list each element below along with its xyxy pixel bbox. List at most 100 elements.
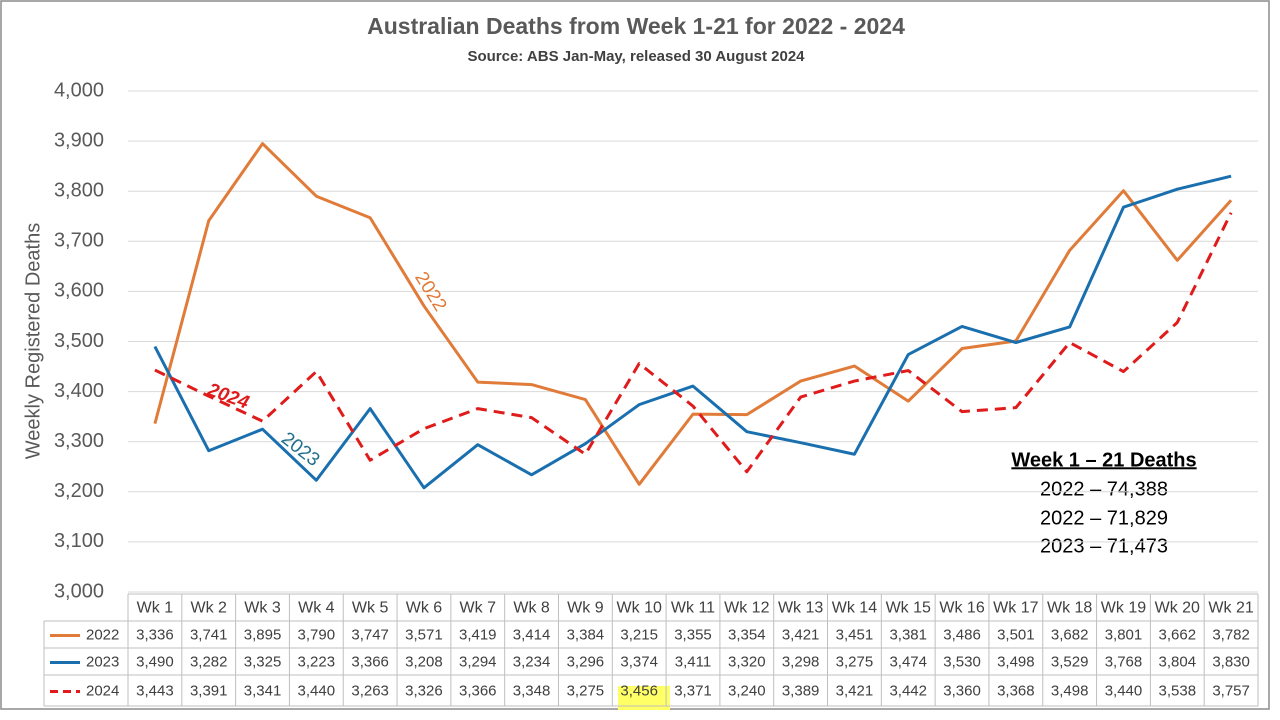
table-value: 3,360 <box>943 682 981 699</box>
table-value: 3,501 <box>997 626 1035 643</box>
table-value: 3,801 <box>1105 626 1143 643</box>
table-value: 3,355 <box>674 626 712 643</box>
table-value: 3,804 <box>1159 653 1197 670</box>
totals-line: 2023 – 71,473 <box>1040 535 1168 557</box>
table-value: 3,662 <box>1159 626 1197 643</box>
totals-line: 2022 – 71,829 <box>1040 507 1168 529</box>
x-tick-label: Wk 4 <box>298 600 335 617</box>
y-tick-label: 3,400 <box>54 380 104 402</box>
legend-label: 2023 <box>86 653 119 670</box>
table-value: 3,366 <box>351 653 389 670</box>
table-value: 3,348 <box>513 682 551 699</box>
y-tick-label: 4,000 <box>54 79 104 101</box>
table-value: 3,421 <box>782 626 820 643</box>
table-value: 3,263 <box>351 682 389 699</box>
x-tick-label: Wk 14 <box>832 600 877 617</box>
x-tick-label: Wk 20 <box>1155 600 1200 617</box>
table-value: 3,391 <box>190 682 228 699</box>
table-value: 3,366 <box>459 682 497 699</box>
table-value: 3,414 <box>513 626 551 643</box>
chart-title: Australian Deaths from Week 1-21 for 202… <box>367 13 905 39</box>
x-tick-label: Wk 16 <box>939 600 984 617</box>
table-value: 3,215 <box>620 626 658 643</box>
series-line <box>153 174 1232 490</box>
table-value: 3,571 <box>405 626 443 643</box>
frame <box>0 0 1270 710</box>
table-value: 3,389 <box>782 682 820 699</box>
legend-label: 2024 <box>86 682 119 699</box>
y-tick-label: 3,800 <box>54 179 104 201</box>
x-tick-label: Wk 9 <box>567 600 604 617</box>
y-tick-label: 3,900 <box>54 129 104 151</box>
chart-subtitle: Source: ABS Jan-May, released 30 August … <box>467 48 805 65</box>
table-value: 3,411 <box>675 653 711 670</box>
y-tick-label: 3,100 <box>54 530 104 552</box>
table-value: 3,371 <box>674 682 712 699</box>
y-tick-label: 3,600 <box>54 280 104 302</box>
table-value: 3,296 <box>567 653 605 670</box>
table-value: 3,895 <box>244 626 282 643</box>
totals-line: 2022 – 74,388 <box>1040 478 1168 500</box>
table-value: 3,486 <box>943 626 981 643</box>
table-value: 3,421 <box>836 682 874 699</box>
table-value: 3,325 <box>244 653 282 670</box>
table-value: 3,294 <box>459 653 497 670</box>
y-tick-label: 3,200 <box>54 480 104 502</box>
series-line <box>153 142 1233 486</box>
x-tick-label: Wk 21 <box>1208 600 1253 617</box>
y-tick-label: 3,300 <box>54 430 104 452</box>
x-tick-label: Wk 11 <box>671 600 715 617</box>
x-tick-label: Wk 1 <box>137 600 174 617</box>
table-value: 3,530 <box>943 653 981 670</box>
x-tick-label: Wk 6 <box>406 600 443 617</box>
table-value: 3,529 <box>1051 653 1089 670</box>
x-tick-label: Wk 12 <box>724 600 769 617</box>
table-value: 3,474 <box>889 653 927 670</box>
x-tick-label: Wk 3 <box>244 600 281 617</box>
x-tick-label: Wk 19 <box>1101 600 1146 617</box>
x-tick-label: Wk 18 <box>1047 600 1092 617</box>
table-value: 3,336 <box>136 626 174 643</box>
table-value: 3,384 <box>567 626 605 643</box>
table-value: 3,440 <box>298 682 336 699</box>
table-value: 3,682 <box>1051 626 1089 643</box>
table-value: 3,456 <box>620 682 658 699</box>
series-line <box>154 212 1233 474</box>
table-value: 3,782 <box>1212 626 1250 643</box>
y-axis-label: Weekly Registered Deaths <box>22 223 44 459</box>
table-value: 3,298 <box>782 653 820 670</box>
table-value: 3,440 <box>1105 682 1143 699</box>
table-value: 3,341 <box>244 682 282 699</box>
x-tick-label: Wk 2 <box>190 600 227 617</box>
x-tick-label: Wk 10 <box>617 600 662 617</box>
table-value: 3,790 <box>298 626 336 643</box>
table-value: 3,326 <box>405 682 443 699</box>
table-value: 3,443 <box>136 682 174 699</box>
x-tick-label: Wk 5 <box>352 600 389 617</box>
table-value: 3,374 <box>620 653 658 670</box>
table-value: 3,282 <box>190 653 228 670</box>
x-tick-label: Wk 13 <box>778 600 823 617</box>
table-value: 3,223 <box>298 653 336 670</box>
table-value: 3,498 <box>997 653 1035 670</box>
x-tick-label: Wk 8 <box>513 600 550 617</box>
table-value: 3,747 <box>351 626 389 643</box>
table-value: 3,208 <box>405 653 443 670</box>
table-value: 3,442 <box>889 682 927 699</box>
table-value: 3,381 <box>889 626 927 643</box>
table-value: 3,741 <box>190 626 228 643</box>
table-value: 3,275 <box>836 653 874 670</box>
y-tick-label: 3,000 <box>54 580 104 602</box>
table-value: 3,240 <box>728 682 766 699</box>
table-value: 3,320 <box>728 653 766 670</box>
y-tick-label: 3,500 <box>54 330 104 352</box>
table-value: 3,451 <box>836 626 874 643</box>
table-value: 3,768 <box>1105 653 1143 670</box>
table-value: 3,354 <box>728 626 766 643</box>
table-value: 3,368 <box>997 682 1035 699</box>
table-value: 3,498 <box>1051 682 1089 699</box>
table-value: 3,275 <box>567 682 605 699</box>
table-value: 3,490 <box>136 653 174 670</box>
